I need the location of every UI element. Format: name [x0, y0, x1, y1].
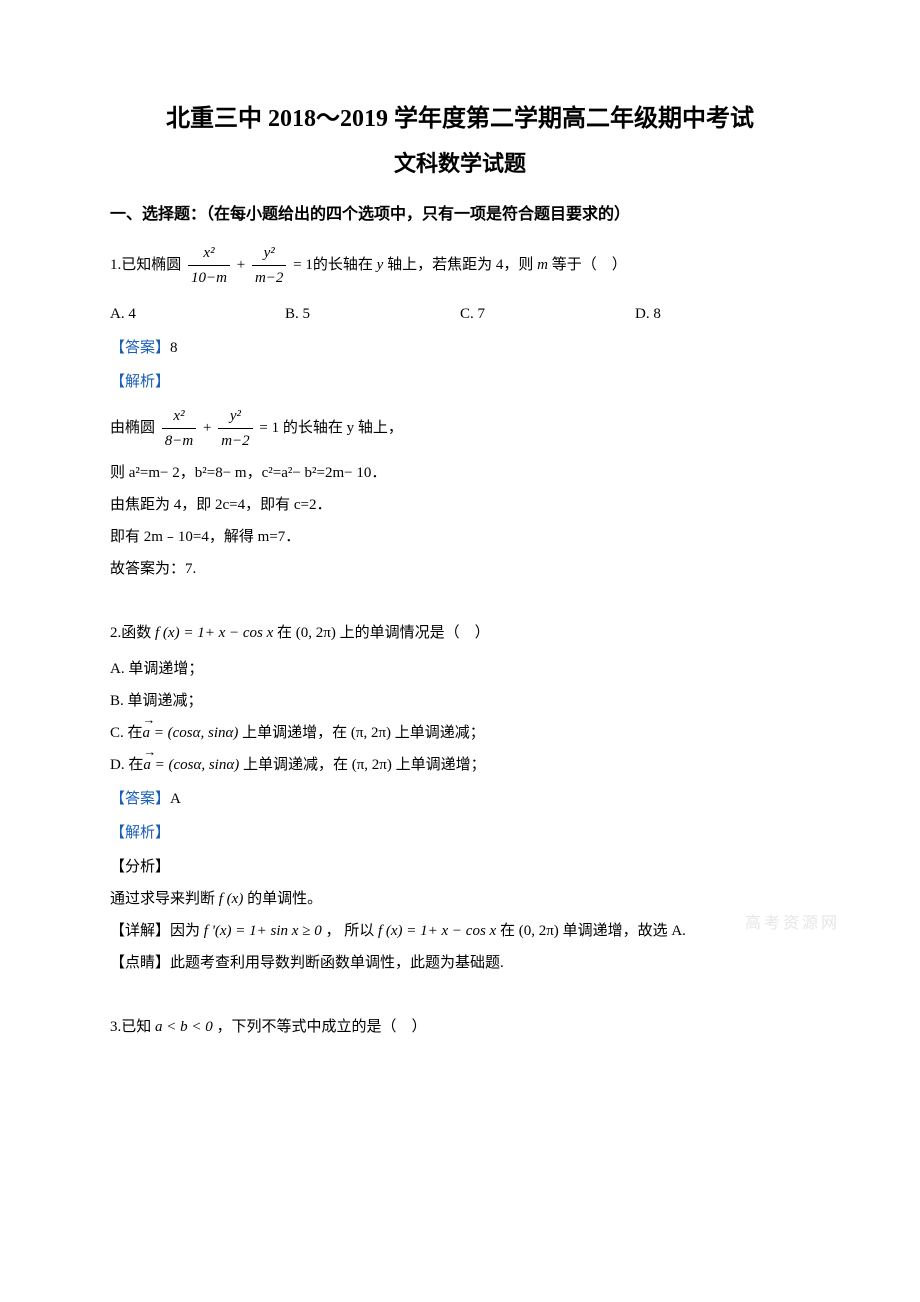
q2-optc-int: (π, 2π): [347, 725, 395, 741]
q1-frac2-den: m−2: [252, 266, 286, 290]
q3-ineq: a < b < 0: [151, 1019, 216, 1035]
exam-title-line1: 北重三中 2018～2019 学年度第二学期高二年级期中考试: [110, 100, 810, 138]
q1-answer-label: 【答案】: [110, 340, 170, 356]
q1-frac2-num: y²: [252, 241, 286, 266]
section-1-heading: 一、选择题：（在每小题给出的四个选项中，只有一项是符合题目要求的）: [110, 202, 810, 228]
q1-text-before: 已知椭圆: [121, 257, 181, 273]
q1-text-after2: 轴上，若焦距为 4，则: [387, 257, 533, 273]
q2-number: 2.: [110, 625, 121, 641]
q2-dianjing-label: 【点睛】: [110, 955, 170, 971]
q1-option-a: A. 4: [110, 302, 285, 326]
q1-options: A. 4 B. 5 C. 7 D. 8: [110, 302, 810, 326]
exam-title-line2: 文科数学试题: [110, 146, 810, 181]
q2-optd-a: D. 在: [110, 757, 143, 773]
q1-sol-f2d: m−2: [218, 429, 252, 453]
q2-option-c: C. 在a = (cosα, sinα) 上单调递增，在 (π, 2π) 上单调…: [110, 721, 810, 745]
q2-detail-a: 因为: [170, 923, 200, 939]
q2-fenxi-a: 通过求导来判断: [110, 891, 215, 907]
q2-optd-b: 上单调递减，在: [243, 757, 348, 773]
q2-detail-b: ， 所以: [325, 923, 374, 939]
question-1: 1.已知椭圆 x² 10−m + y² m−2 = 1的长轴在 y 轴上，若焦距…: [110, 241, 810, 290]
q2-func: f (x) = 1+ x − cos x: [151, 625, 277, 641]
q2-detail-d: 单调递增，故选 A.: [563, 923, 686, 939]
q1-sol-f2n: y²: [218, 404, 252, 429]
q1-sol-frac2: y² m−2: [218, 404, 252, 453]
q1-frac1: x² 10−m: [188, 241, 230, 290]
q2-analysis-label: 【解析】: [110, 821, 810, 845]
q1-frac2: y² m−2: [252, 241, 286, 290]
q1-eq1: = 1: [289, 257, 312, 273]
q2-detail: 【详解】因为 f '(x) = 1+ sin x ≥ 0 ， 所以 f (x) …: [110, 919, 810, 943]
q1-answer: 【答案】8: [110, 336, 810, 360]
q2-option-a: A. 单调递增；: [110, 657, 810, 681]
q2-dianjing-text: 此题考查利用导数判断函数单调性，此题为基础题.: [170, 955, 504, 971]
q3-number: 3.: [110, 1019, 121, 1035]
q2-ta: 函数: [121, 625, 151, 641]
q1-sol-l1a: 由椭圆: [110, 420, 155, 436]
q1-plus: +: [233, 257, 249, 273]
q1-sol-f1n: x²: [162, 404, 196, 429]
q2-option-b: B. 单调递减；: [110, 689, 810, 713]
q1-option-b: B. 5: [285, 302, 460, 326]
q1-analysis-label: 【解析】: [110, 370, 810, 394]
q2-optd-int: (π, 2π): [348, 757, 396, 773]
q2-tc: 上的单调情况是（ ）: [340, 625, 490, 641]
q2-answer-label: 【答案】: [110, 791, 170, 807]
q2-optd-c: 上单调递增；: [396, 757, 486, 773]
q1-y: y: [373, 257, 387, 273]
q2-optc-b: 上单调递增，在: [242, 725, 347, 741]
q1-sol-f1d: 8−m: [162, 429, 196, 453]
q1-sol-l2: 则 a²=m− 2，b²=8− m，c²=a²− b²=2m− 10．: [110, 461, 810, 485]
q2-fenxi-b: 的单调性。: [247, 891, 322, 907]
q2-fenxi-f: f (x): [215, 891, 247, 907]
q3-tb: ，下列不等式中成立的是（ ）: [217, 1019, 427, 1035]
q2-fenxi-label: 【分析】: [110, 855, 810, 879]
q1-end: 等于（ ）: [552, 257, 627, 273]
q1-sol-l5: 故答案为：7.: [110, 557, 810, 581]
q2-tb: 在: [277, 625, 292, 641]
q3-ta: 已知: [121, 1019, 151, 1035]
q2-optd-eq: = (cosα, sinα): [151, 757, 243, 773]
q2-optc-a: C. 在: [110, 725, 143, 741]
q2-answer: 【答案】A: [110, 787, 810, 811]
q2-optd-vec: a: [143, 753, 151, 777]
question-3: 3.已知 a < b < 0 ，下列不等式中成立的是（ ）: [110, 1015, 810, 1039]
q1-m: m: [533, 257, 551, 273]
q1-number: 1.: [110, 257, 121, 273]
q1-sol-frac1: x² 8−m: [162, 404, 196, 453]
q1-text-after1: 的长轴在: [313, 257, 373, 273]
q2-optc-eq: = (cosα, sinα): [150, 725, 242, 741]
q2-interval: (0, 2π): [292, 625, 340, 641]
q1-sol-l3: 由焦距为 4，即 2c=4，即有 c=2．: [110, 493, 810, 517]
q2-optc-c: 上单调递减；: [395, 725, 485, 741]
q2-detail-f: f (x) = 1+ x − cos x: [374, 923, 500, 939]
q1-frac1-num: x²: [188, 241, 230, 266]
q2-option-d: D. 在a = (cosα, sinα) 上单调递减，在 (π, 2π) 上单调…: [110, 753, 810, 777]
q2-dianjing: 【点睛】此题考查利用导数判断函数单调性，此题为基础题.: [110, 951, 810, 975]
q1-sol-l1b: = 1 的长轴在 y 轴上，: [256, 420, 403, 436]
q2-detail-c: 在: [500, 923, 515, 939]
q2-fenxi: 通过求导来判断 f (x) 的单调性。: [110, 887, 810, 911]
q1-frac1-den: 10−m: [188, 266, 230, 290]
question-2: 2.函数 f (x) = 1+ x − cos x 在 (0, 2π) 上的单调…: [110, 621, 810, 645]
q1-option-d: D. 8: [635, 302, 810, 326]
q2-detail-label: 【详解】: [110, 923, 170, 939]
q2-answer-value: A: [170, 791, 181, 807]
q1-sol-l4: 即有 2m﹣10=4，解得 m=7．: [110, 525, 810, 549]
q1-option-c: C. 7: [460, 302, 635, 326]
q2-detail-int: (0, 2π): [515, 923, 563, 939]
q1-answer-value: 8: [170, 340, 178, 356]
q2-detail-fp: f '(x) = 1+ sin x ≥ 0: [200, 923, 325, 939]
q1-sol-l1: 由椭圆 x² 8−m + y² m−2 = 1 的长轴在 y 轴上，: [110, 404, 810, 453]
